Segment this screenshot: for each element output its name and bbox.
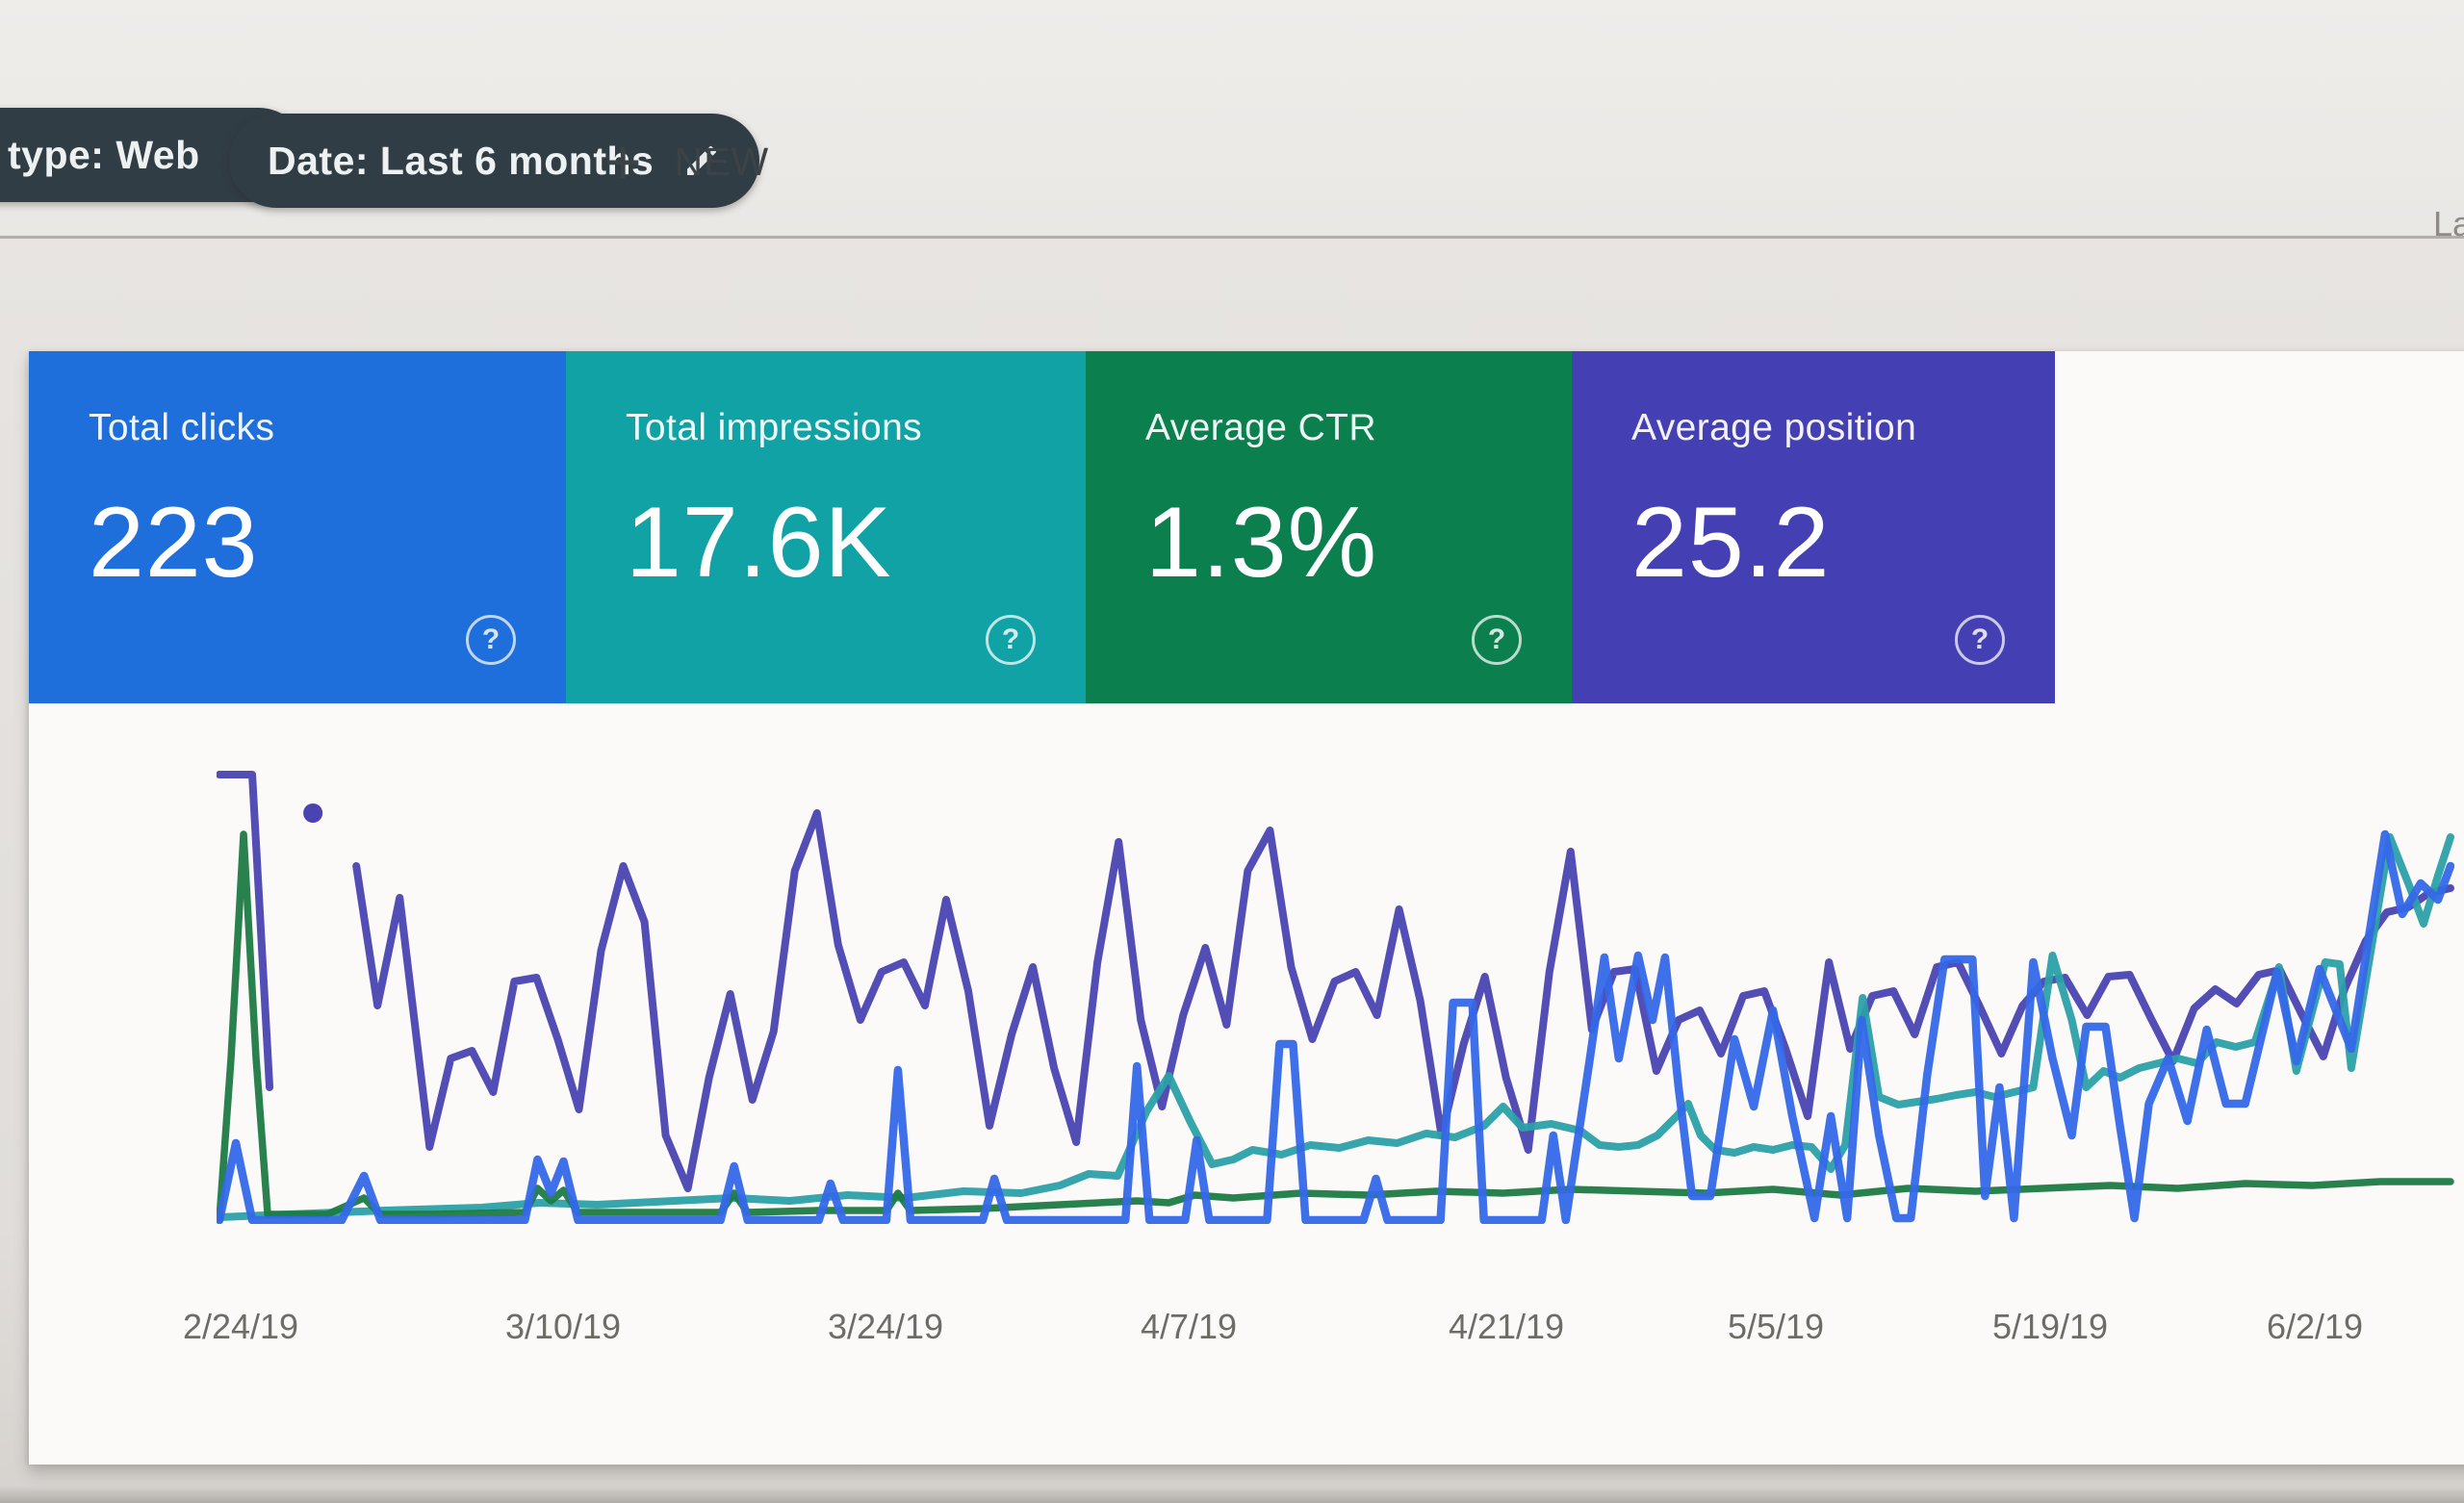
photo-bottom-shadow — [0, 1486, 2464, 1503]
help-icon[interactable]: ? — [1955, 615, 2005, 665]
metric-card-total-impressions[interactable]: Total impressions 17.6K ? — [566, 351, 1086, 703]
performance-line-chart[interactable]: 2/24/19 3/10/19 3/24/19 4/7/19 4/21/19 5/5/19… — [183, 770, 2454, 1443]
x-axis-tick-label: 6/2/19 — [2266, 1307, 2364, 1346]
help-icon[interactable]: ? — [1472, 615, 1522, 665]
x-axis-tick-label: 2/24/19 — [182, 1307, 299, 1346]
header-divider — [0, 236, 2464, 239]
chart-x-axis: 2/24/19 3/10/19 3/24/19 4/7/19 4/21/19 5/5/19… — [183, 1307, 2454, 1364]
metric-cards-row: Total clicks 223 ? Total impressions 17.… — [29, 351, 2055, 703]
filter-bar: type: Web Date: Last 6 months + NEW La — [0, 0, 2464, 243]
filter-chip-date-range[interactable]: Date: Last 6 months — [229, 114, 760, 208]
filter-chip-label: type: Web — [8, 132, 200, 177]
x-axis-tick-label: 4/21/19 — [1448, 1307, 1565, 1346]
filter-chip-label: Date: Last 6 months — [268, 138, 654, 183]
edit-pencil-icon[interactable] — [682, 141, 721, 180]
help-icon[interactable]: ? — [986, 615, 1036, 665]
metric-label: Total clicks — [89, 407, 275, 448]
performance-report-card: Total clicks 223 ? Total impressions 17.… — [29, 351, 2464, 1465]
metric-value: 25.2 — [1631, 487, 1831, 599]
metric-label: Average CTR — [1145, 407, 1376, 448]
metric-card-total-clicks[interactable]: Total clicks 223 ? — [29, 351, 566, 703]
metric-value: 223 — [89, 487, 259, 599]
metric-label: Total impressions — [626, 407, 923, 448]
metric-card-average-position[interactable]: Average position 25.2 ? — [1572, 351, 2055, 703]
metric-value: 17.6K — [626, 487, 892, 599]
metric-card-average-ctr[interactable]: Average CTR 1.3% ? — [1086, 351, 1572, 703]
new-filter-button[interactable]: + NEW — [604, 127, 769, 196]
x-axis-tick-label: 5/19/19 — [1991, 1307, 2109, 1346]
plus-icon: + — [604, 126, 642, 197]
x-axis-tick-label: 4/7/19 — [1140, 1307, 1238, 1346]
new-filter-label: NEW — [674, 139, 770, 184]
metric-value: 1.3% — [1145, 487, 1378, 599]
help-icon[interactable]: ? — [466, 615, 516, 665]
x-axis-tick-label: 5/5/19 — [1727, 1307, 1825, 1346]
last-updated-truncated-text: La — [2432, 204, 2464, 243]
x-axis-tick-label: 3/10/19 — [504, 1307, 622, 1346]
metric-label: Average position — [1631, 407, 1917, 448]
x-axis-tick-label: 3/24/19 — [827, 1307, 944, 1346]
chart-canvas — [217, 771, 2454, 1224]
